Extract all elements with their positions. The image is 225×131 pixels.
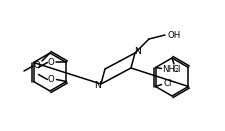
Text: N: N [94,81,101,89]
Text: O: O [47,75,54,84]
Text: NH₂: NH₂ [162,65,178,74]
Text: O: O [47,58,54,67]
Text: Cl: Cl [163,79,171,88]
Text: Cl: Cl [172,66,180,75]
Text: OH: OH [167,31,180,40]
Text: O: O [34,61,40,70]
Text: N: N [134,47,141,56]
